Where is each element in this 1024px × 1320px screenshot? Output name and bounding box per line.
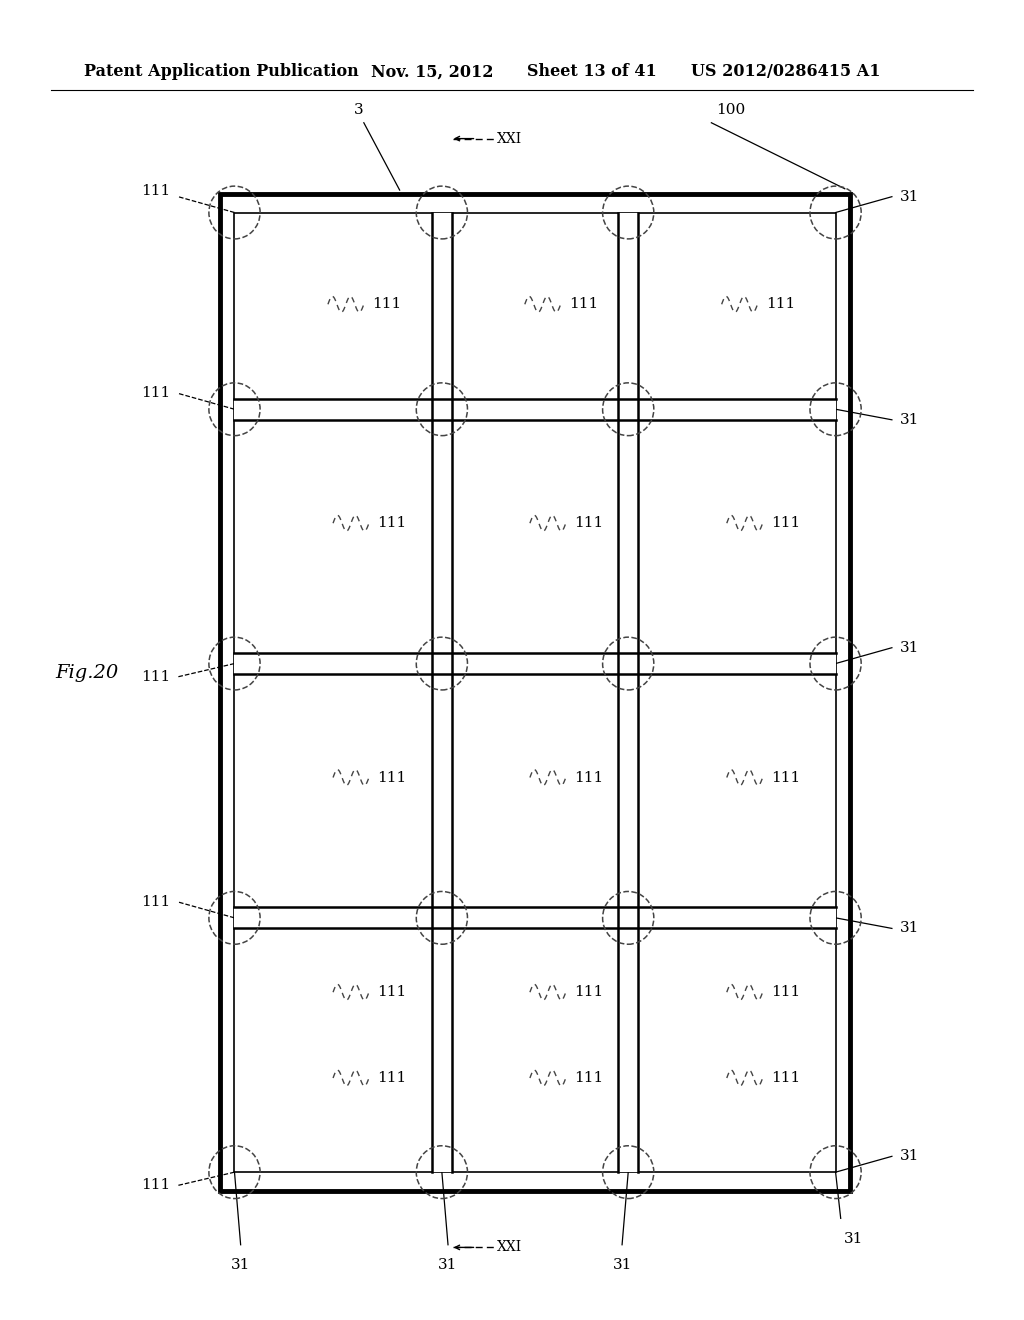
Text: 111: 111 bbox=[377, 1071, 407, 1085]
Text: 111: 111 bbox=[573, 985, 603, 999]
Text: 31: 31 bbox=[900, 190, 920, 203]
Text: 111: 111 bbox=[377, 771, 407, 784]
Text: 31: 31 bbox=[900, 640, 920, 655]
Text: XXI: XXI bbox=[497, 1241, 522, 1254]
Text: Fig.20: Fig.20 bbox=[55, 664, 119, 682]
Bar bbox=[220, 194, 850, 1191]
Text: 111: 111 bbox=[573, 516, 603, 531]
Text: US 2012/0286415 A1: US 2012/0286415 A1 bbox=[691, 63, 881, 81]
Text: 111: 111 bbox=[771, 1071, 800, 1085]
Text: 111: 111 bbox=[140, 669, 170, 684]
Text: 111: 111 bbox=[377, 985, 407, 999]
Text: 111: 111 bbox=[140, 185, 170, 198]
Bar bbox=[617, 213, 638, 1172]
Bar bbox=[234, 399, 836, 420]
Text: Patent Application Publication: Patent Application Publication bbox=[84, 63, 358, 81]
Text: 111: 111 bbox=[140, 387, 170, 400]
Text: 111: 111 bbox=[569, 297, 598, 312]
Text: 31: 31 bbox=[900, 413, 920, 426]
Bar bbox=[234, 213, 836, 1172]
Text: 111: 111 bbox=[771, 516, 800, 531]
Text: 111: 111 bbox=[771, 985, 800, 999]
Text: 111: 111 bbox=[372, 297, 401, 312]
Text: 31: 31 bbox=[900, 1150, 920, 1163]
Text: 111: 111 bbox=[140, 895, 170, 909]
Text: 31: 31 bbox=[900, 921, 920, 936]
Text: 100: 100 bbox=[717, 103, 745, 116]
Text: 111: 111 bbox=[771, 771, 800, 784]
Text: 111: 111 bbox=[573, 1071, 603, 1085]
Text: 111: 111 bbox=[377, 516, 407, 531]
Text: 3: 3 bbox=[354, 103, 364, 116]
Text: 31: 31 bbox=[231, 1258, 250, 1272]
Bar bbox=[234, 907, 836, 928]
Text: 31: 31 bbox=[844, 1232, 863, 1246]
Text: XXI: XXI bbox=[497, 132, 522, 145]
Text: 111: 111 bbox=[140, 1179, 170, 1192]
Text: Sheet 13 of 41: Sheet 13 of 41 bbox=[527, 63, 657, 81]
Text: 31: 31 bbox=[438, 1258, 458, 1272]
Text: 111: 111 bbox=[766, 297, 795, 312]
Text: 31: 31 bbox=[612, 1258, 632, 1272]
Text: Nov. 15, 2012: Nov. 15, 2012 bbox=[371, 63, 494, 81]
Text: 111: 111 bbox=[573, 771, 603, 784]
Bar bbox=[432, 213, 453, 1172]
Bar bbox=[234, 653, 836, 675]
